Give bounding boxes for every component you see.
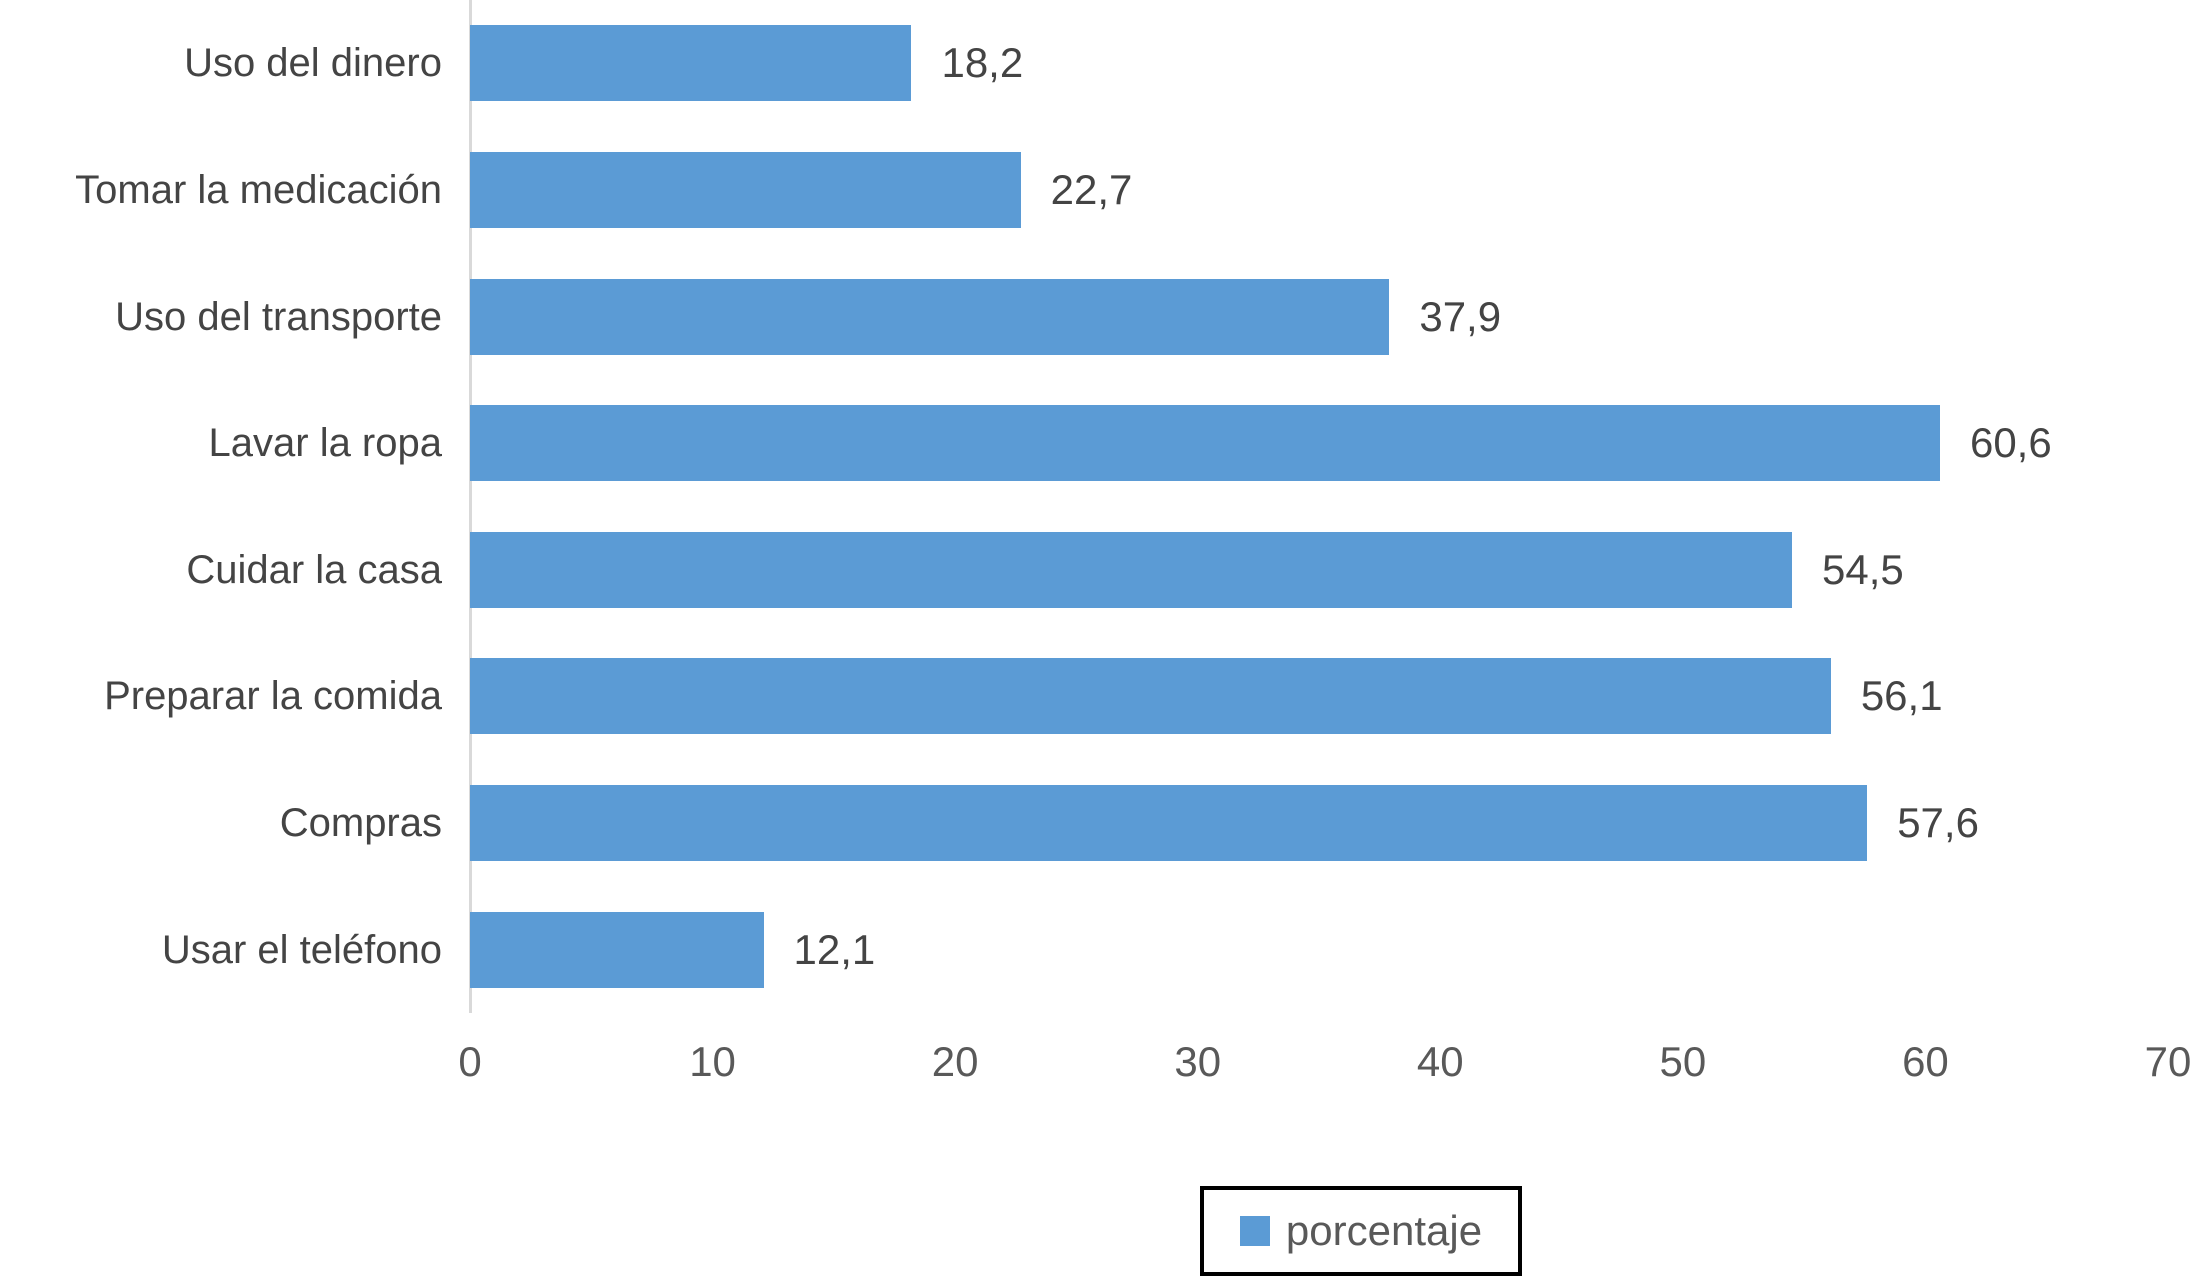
y-axis-line [469,0,472,1013]
x-tick-label: 60 [1902,1038,1949,1085]
bar [470,785,1868,862]
value-label: 37,9 [1419,292,1502,340]
chart-row: Uso del transporte 37,9 [0,253,2192,380]
category-label: Cuidar la casa [186,547,442,592]
bar [470,531,1792,608]
value-label: 56,1 [1860,672,1943,720]
chart-row: Lavar la ropa 60,6 [0,380,2192,507]
chart-row: Cuidar la casa 54,5 [0,507,2192,634]
bar-track: 18,2 [470,25,2168,102]
value-label: 60,6 [1969,419,2052,467]
category-label: Uso del dinero [184,41,442,86]
value-label: 57,6 [1897,799,1979,847]
bar [470,278,1390,355]
x-axis: 0 10 20 30 40 50 60 70 [458,1038,2191,1098]
bar [470,405,1940,482]
bar-track: 37,9 [470,278,2168,355]
legend-swatch-icon [1239,1216,1270,1246]
chart-rows: Uso del dinero 18,2 Tomar la medicación … [0,0,2192,1013]
value-label: 54,5 [1822,545,1904,593]
x-tick-label: 50 [1659,1038,1707,1085]
bar-track: 54,5 [470,531,2168,608]
bar-track: 57,6 [470,785,2168,862]
bar-track: 60,6 [470,405,2168,482]
chart-row: Preparar la comida 56,1 [0,633,2192,760]
bar-track: 12,1 [470,911,2168,988]
chart-row: Compras 57,6 [0,760,2192,887]
bar [470,911,764,988]
category-label: Tomar la medicación [75,167,442,212]
x-tick-label: 10 [689,1038,736,1085]
x-tick-label: 40 [1416,1038,1464,1085]
x-tick-label: 0 [458,1038,482,1085]
x-tick-label: 30 [1174,1038,1222,1085]
chart-row: Tomar la medicación 22,7 [0,127,2192,254]
bar [470,151,1021,228]
category-label: Usar el teléfono [161,927,442,972]
legend-label: porcentaje [1285,1207,1483,1254]
category-label: Preparar la comida [104,674,442,719]
bar-track: 56,1 [470,658,2168,735]
x-tick-label: 20 [931,1038,979,1085]
category-label: Lavar la ropa [208,421,442,466]
value-label: 12,1 [793,925,876,973]
chart-row: Uso del dinero 18,2 [0,0,2192,127]
bar-track: 22,7 [470,151,2168,228]
bar [470,658,1831,735]
value-label: 22,7 [1050,165,1133,213]
value-label: 18,2 [941,39,1024,87]
category-label: Uso del transporte [115,294,442,339]
bar [470,25,912,102]
x-tick-label: 70 [2144,1038,2192,1085]
category-label: Compras [279,801,442,846]
chart-row: Usar el teléfono 12,1 [0,886,2192,1013]
legend: porcentaje [1200,1186,1522,1276]
